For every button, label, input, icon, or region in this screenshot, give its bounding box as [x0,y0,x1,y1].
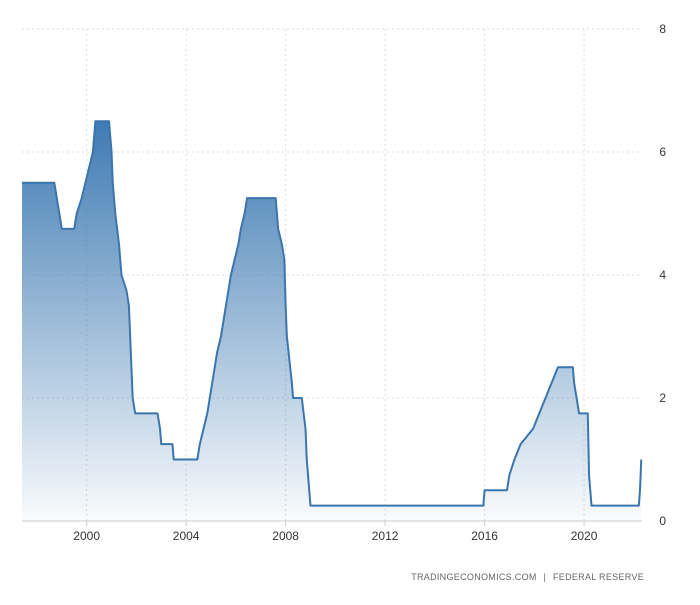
source-separator: | [543,572,547,582]
x-tick-label: 2020 [571,529,598,543]
x-tick-label: 2000 [73,529,100,543]
y-tick-label: 8 [659,22,666,36]
y-tick-label: 0 [659,514,666,528]
y-tick-label: 4 [659,268,666,282]
y-tick-label: 2 [659,391,666,405]
x-tick-label: 2016 [471,529,498,543]
y-tick-label: 6 [659,145,666,159]
source-attribution: TRADINGECONOMICS.COM | FEDERAL RESERVE [411,572,644,582]
x-tick-label: 2012 [372,529,399,543]
x-tick-label: 2008 [272,529,299,543]
source-site: TRADINGECONOMICS.COM [411,572,537,582]
source-publisher: FEDERAL RESERVE [552,572,644,582]
x-axis-ticks: 2000 2004 2008 2012 2016 2020 [73,521,598,543]
series-area-fill [22,121,642,521]
x-tick-label: 2004 [173,529,200,543]
y-axis-ticks: 0 2 4 6 8 [659,22,666,528]
series-line [22,120,643,507]
